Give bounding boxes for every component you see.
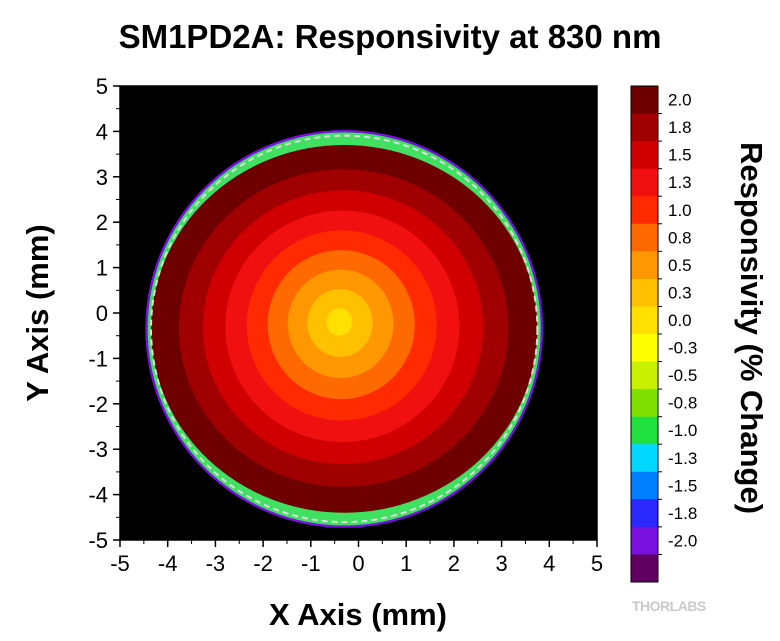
y-tick-label: 4 [96, 119, 108, 144]
x-axis-title: X Axis (mm) [269, 597, 447, 632]
colorbar-label: 2.0 [668, 91, 692, 110]
colorbar-label: 1.0 [668, 201, 692, 220]
chart-title: SM1PD2A: Responsivity at 830 nm [119, 18, 662, 55]
colorbar-label: 1.3 [668, 173, 692, 192]
y-tick-label: 2 [96, 210, 108, 235]
colorbar-label: 0.8 [668, 228, 692, 247]
colorbar-label: -1.8 [668, 504, 697, 523]
x-tick-label: 1 [400, 551, 412, 576]
colorbar-swatch [631, 251, 658, 280]
colorbar-swatch [631, 444, 658, 473]
x-tick-label: -1 [301, 551, 321, 576]
colorbar-swatch [631, 278, 658, 307]
y-tick-label: -3 [88, 437, 108, 462]
colorbar-swatch [631, 389, 658, 418]
x-tick-label: 0 [352, 551, 364, 576]
colorbar-label: -0.5 [668, 366, 697, 385]
colorbar-swatch [631, 168, 658, 197]
y-tick-label: -4 [88, 483, 108, 508]
colorbar-swatch [631, 196, 658, 225]
colorbar-swatch [631, 334, 658, 363]
y-tick-label: 1 [96, 256, 108, 281]
x-tick-label: -3 [206, 551, 226, 576]
y-tick-label: -2 [88, 392, 108, 417]
colorbar-swatch [631, 113, 658, 142]
colorbar-label: -0.8 [668, 394, 697, 413]
x-tick-label: -4 [158, 551, 178, 576]
colorbar-swatch [631, 471, 658, 500]
x-tick-label: -2 [253, 551, 273, 576]
y-tick-label: 5 [96, 74, 108, 99]
colorbar-label: 0.0 [668, 311, 692, 330]
x-axis: -5 -4 -3 -2 -1 0 1 2 3 4 5 [110, 540, 603, 576]
colorbar-label: 0.3 [668, 283, 692, 302]
colorbar-title: Responsivity (% Change) [734, 142, 769, 514]
colorbar-label: -1.3 [668, 449, 697, 468]
colorbar-swatch [631, 554, 658, 583]
colorbar-label: -2.0 [668, 531, 697, 550]
x-tick-label: 3 [495, 551, 507, 576]
colorbar-swatch [631, 223, 658, 252]
colorbar-swatch [631, 86, 658, 115]
y-tick-label: -1 [88, 346, 108, 371]
colorbar-swatch [631, 141, 658, 170]
y-axis-title: Y Axis (mm) [20, 224, 55, 401]
contour-map [145, 129, 544, 528]
colorbar-swatch [631, 526, 658, 555]
y-axis: 5 4 3 2 1 0 -1 -2 -3 -4 -5 [88, 74, 120, 553]
colorbar: 2.0 1.8 1.5 1.3 1.0 0.8 0.5 0.3 0.0 -0.3 -0.5 -0.8 -… [630, 85, 697, 583]
x-tick-label: 5 [591, 551, 603, 576]
y-tick-label: -5 [88, 528, 108, 553]
colorbar-label: -1.0 [668, 421, 697, 440]
x-tick-label: -5 [110, 551, 130, 576]
colorbar-label: 1.5 [668, 146, 692, 165]
brand-logo: THORLABS [632, 598, 706, 614]
colorbar-swatch [631, 416, 658, 445]
colorbar-label: -1.5 [668, 476, 697, 495]
x-tick-label: 2 [448, 551, 460, 576]
colorbar-label: 0.5 [668, 256, 692, 275]
active-area-outline [150, 134, 539, 524]
x-tick-label: 4 [543, 551, 555, 576]
colorbar-swatch [631, 499, 658, 528]
contour-level-0.0 [326, 308, 353, 336]
colorbar-swatch [631, 306, 658, 335]
colorbar-label: 1.8 [668, 118, 692, 137]
y-tick-label: 0 [96, 301, 108, 326]
colorbar-label: -0.3 [668, 339, 697, 358]
colorbar-swatch [631, 361, 658, 390]
y-tick-label: 3 [96, 165, 108, 190]
